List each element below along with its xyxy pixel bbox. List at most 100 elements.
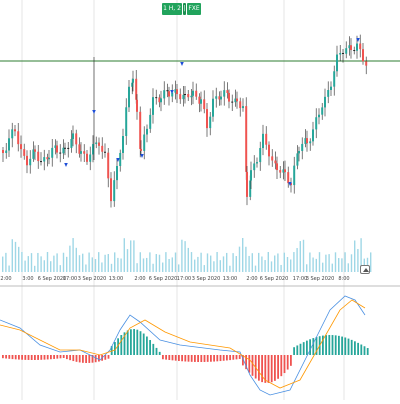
candle-body[interactable] (14, 129, 16, 132)
candle-body[interactable] (56, 145, 58, 153)
candle-body[interactable] (40, 161, 42, 163)
candle-body[interactable] (290, 183, 292, 186)
candle-body[interactable] (67, 147, 70, 149)
candle-body[interactable] (32, 149, 35, 159)
candle-body[interactable] (287, 172, 290, 184)
candle-body[interactable] (168, 91, 170, 97)
candle-body[interactable] (5, 150, 8, 153)
candle-body[interactable] (78, 144, 81, 154)
candle-body[interactable] (98, 142, 100, 146)
candle-body[interactable] (353, 50, 356, 52)
candle-body[interactable] (80, 151, 82, 154)
candle-body[interactable] (92, 144, 94, 155)
candle-body[interactable] (2, 150, 4, 153)
candle-body[interactable] (268, 144, 270, 157)
interval-button[interactable]: 1 H, 2 (162, 3, 182, 15)
candle-body[interactable] (236, 98, 238, 102)
candle-body[interactable] (249, 180, 252, 197)
candle-body[interactable] (132, 78, 134, 83)
candle-body[interactable] (149, 114, 152, 129)
candle-body[interactable] (304, 138, 307, 144)
candle-body[interactable] (59, 152, 62, 154)
candle-body[interactable] (327, 90, 330, 97)
candle-body[interactable] (8, 138, 10, 151)
candle-body[interactable] (34, 149, 36, 152)
candle-body[interactable] (359, 43, 362, 50)
candle-body[interactable] (171, 92, 174, 97)
candle-body[interactable] (262, 133, 264, 149)
candle-body[interactable] (256, 162, 258, 164)
candle-body[interactable] (234, 98, 237, 103)
candle-body[interactable] (342, 52, 344, 54)
candle-body[interactable] (239, 101, 242, 109)
candle-body[interactable] (212, 98, 214, 117)
candle-body[interactable] (203, 99, 206, 110)
candle-body[interactable] (72, 133, 74, 139)
candle-body[interactable] (107, 152, 110, 179)
candle-body[interactable] (200, 99, 202, 104)
candle-body[interactable] (231, 101, 234, 103)
candle-body[interactable] (276, 163, 278, 171)
candle-body[interactable] (333, 71, 336, 87)
candle-body[interactable] (116, 166, 118, 181)
candle-body[interactable] (62, 147, 65, 154)
candle-body[interactable] (146, 128, 148, 135)
candle-body[interactable] (184, 93, 186, 95)
candle-body[interactable] (113, 180, 116, 202)
candle-body[interactable] (315, 117, 318, 130)
candle-body[interactable] (223, 90, 226, 97)
candle-body[interactable] (330, 86, 332, 91)
candle-body[interactable] (190, 95, 193, 98)
candle-body[interactable] (195, 90, 198, 97)
candle-body[interactable] (174, 89, 177, 93)
candle-body[interactable] (70, 138, 73, 148)
candle-body[interactable] (339, 52, 342, 55)
candle-body[interactable] (296, 153, 299, 166)
candle-body[interactable] (64, 147, 66, 149)
candle-body[interactable] (218, 96, 221, 100)
candle-body[interactable] (17, 131, 20, 145)
candle-body[interactable] (321, 107, 324, 115)
scroll-to-latest-icon[interactable] (360, 265, 370, 274)
candle-body[interactable] (54, 145, 57, 148)
candle-body[interactable] (209, 116, 212, 129)
candle-body[interactable] (122, 136, 124, 153)
candle-body[interactable] (345, 48, 348, 54)
candle-body[interactable] (46, 157, 49, 160)
candle-body[interactable] (140, 148, 142, 151)
candle-body[interactable] (48, 157, 50, 160)
candle-body[interactable] (274, 160, 277, 164)
candle-body[interactable] (215, 96, 218, 99)
candle-body[interactable] (29, 158, 32, 166)
candle-body[interactable] (26, 155, 28, 166)
candle-body[interactable] (206, 109, 208, 129)
candle-body[interactable] (336, 54, 338, 72)
candle-body[interactable] (187, 93, 190, 98)
candle-body[interactable] (242, 106, 244, 109)
candle-body[interactable] (348, 45, 351, 49)
candle-body[interactable] (155, 97, 158, 99)
candle-body[interactable] (131, 82, 134, 87)
symbol-button[interactable]: FXE (187, 3, 201, 15)
candle-body[interactable] (104, 151, 106, 153)
candle-body[interactable] (228, 92, 230, 102)
candle-body[interactable] (166, 90, 169, 92)
candle-body[interactable] (245, 106, 248, 172)
candle-body[interactable] (265, 133, 268, 145)
candle-body[interactable] (182, 94, 185, 100)
candle-body[interactable] (75, 133, 78, 145)
candle-body[interactable] (163, 90, 166, 99)
candle-body[interactable] (11, 129, 14, 139)
candle-body[interactable] (20, 144, 22, 150)
candle-body[interactable] (135, 78, 138, 100)
candle-body[interactable] (37, 151, 40, 162)
macd-pane[interactable] (0, 295, 369, 396)
candle-body[interactable] (309, 141, 312, 144)
candle-body[interactable] (350, 45, 352, 51)
candle-body[interactable] (220, 96, 222, 100)
candle-body[interactable] (176, 89, 178, 95)
candle-body[interactable] (362, 49, 364, 62)
candle-body[interactable] (365, 61, 368, 66)
